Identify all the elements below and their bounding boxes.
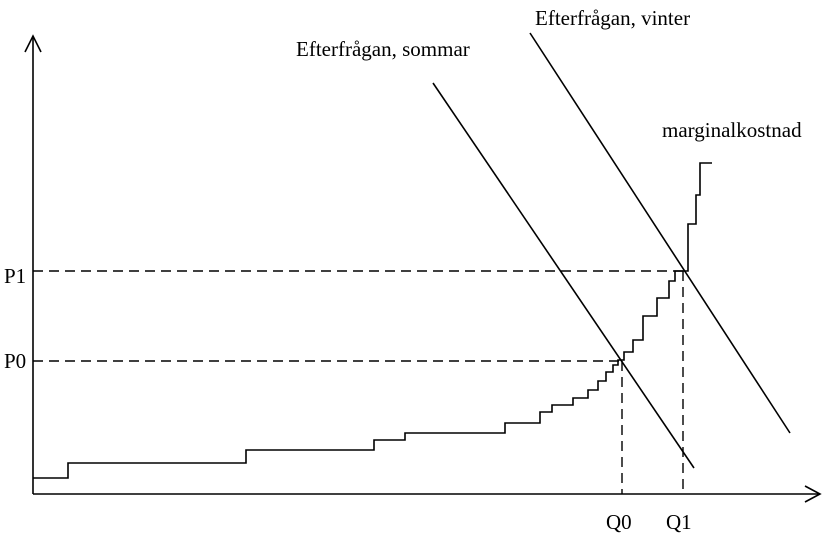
q0-label: Q0 <box>606 510 632 534</box>
marginal-cost-curve <box>33 162 712 479</box>
p0-label: P0 <box>4 349 26 373</box>
demand-summer-label: Efterfrågan, sommar <box>296 37 470 61</box>
demand-winter-label: Efterfrågan, vinter <box>535 6 690 30</box>
marginal-cost-label: marginalkostnad <box>662 118 802 142</box>
q1-label: Q1 <box>666 510 692 534</box>
p1-label: P1 <box>4 264 26 288</box>
x-axis-arrowhead <box>804 485 822 503</box>
y-axis-arrowhead <box>24 34 42 53</box>
demand-summer-line <box>432 82 695 469</box>
demand-winter-line <box>529 32 791 434</box>
